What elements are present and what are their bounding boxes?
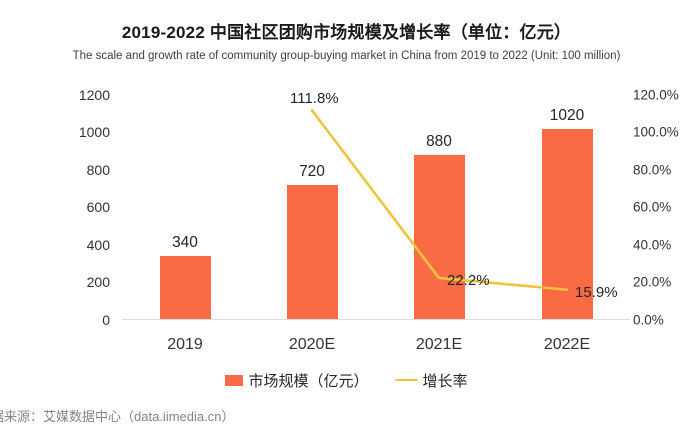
legend-label: 市场规模（亿元）: [248, 372, 369, 390]
legend-item-growth-rate: 增长率: [394, 370, 468, 391]
growth-point-label: 15.9%: [575, 283, 618, 301]
right-axis-tick: 60.0%: [633, 199, 672, 215]
right-axis-tick: 20.0%: [633, 274, 672, 290]
legend: 市场规模（亿元） 增长率: [0, 367, 693, 393]
bar-swatch-icon: [225, 374, 244, 386]
left-axis-tick: 0: [102, 311, 110, 328]
left-axis-tick: 400: [86, 236, 110, 253]
bar-2020E: [286, 184, 338, 319]
category-label: 2020E: [288, 336, 336, 353]
right-axis-tick: 120.0%: [633, 87, 679, 103]
left-axis-tick: 600: [86, 199, 110, 216]
category-label: 2022E: [543, 336, 591, 353]
bar-value-label: 1020: [549, 106, 585, 124]
growth-point-label: 111.8%: [290, 90, 339, 108]
source-note: 据来源：艾媒数据中心（data.iimedia.cn）: [0, 406, 234, 425]
right-axis-tick: 0.0%: [633, 312, 664, 327]
bar-value-label: 880: [426, 132, 452, 150]
source-partial-glyph: 据: [0, 409, 4, 424]
right-axis-tick: 40.0%: [633, 237, 672, 253]
right-axis-tick: 100.0%: [633, 124, 679, 140]
bar-2019: [159, 255, 211, 319]
bar-value-label: 720: [299, 162, 325, 180]
left-axis-tick: 200: [86, 274, 110, 291]
left-axis-tick: 800: [86, 161, 110, 178]
category-label: 2021E: [415, 336, 463, 353]
source-text: 来源：艾媒数据中心（data.iimedia.cn）: [4, 409, 235, 424]
right-axis-tick: 80.0%: [633, 162, 672, 178]
chart-subtitle: The scale and growth rate of community g…: [72, 50, 621, 62]
bar-2021E: [413, 154, 465, 319]
left-axis-tick: 1000: [78, 124, 110, 141]
x-axis-line: [122, 319, 630, 320]
bar-value-label: 340: [172, 233, 198, 251]
chart-title: 2019-2022 中国社区团购市场规模及增长率（单位：亿元）: [121, 23, 572, 42]
growth-point-label: 22.2%: [447, 271, 490, 289]
legend-item-market-scale: 市场规模（亿元）: [225, 370, 369, 391]
category-label: 2019: [167, 336, 203, 353]
left-axis-tick: 1200: [78, 87, 110, 103]
line-swatch-icon: [394, 378, 418, 382]
legend-label: 增长率: [422, 372, 468, 390]
